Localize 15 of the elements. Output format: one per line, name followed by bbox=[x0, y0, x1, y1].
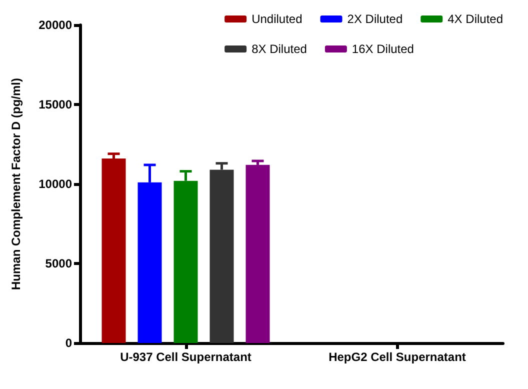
x-tick-label: HepG2 Cell Supernatant bbox=[328, 350, 466, 364]
legend-label: Undiluted bbox=[252, 12, 302, 26]
bar bbox=[246, 164, 270, 343]
y-axis-title: Human Complement Factor D (pg/ml) bbox=[9, 78, 23, 290]
y-tick-label: 20000 bbox=[38, 18, 72, 32]
y-tick-label: 15000 bbox=[38, 98, 72, 112]
legend-label: 16X Diluted bbox=[352, 42, 414, 56]
y-tick-label: 5000 bbox=[45, 256, 72, 270]
y-tick-label: 0 bbox=[65, 336, 72, 350]
legend-label: 8X Diluted bbox=[252, 42, 307, 56]
y-tick-label: 10000 bbox=[38, 177, 72, 191]
x-tick-label: U-937 Cell Supernatant bbox=[120, 350, 252, 364]
legend-label: 2X Diluted bbox=[347, 12, 403, 26]
legend-label: 4X Diluted bbox=[448, 12, 504, 26]
bar bbox=[102, 158, 126, 343]
